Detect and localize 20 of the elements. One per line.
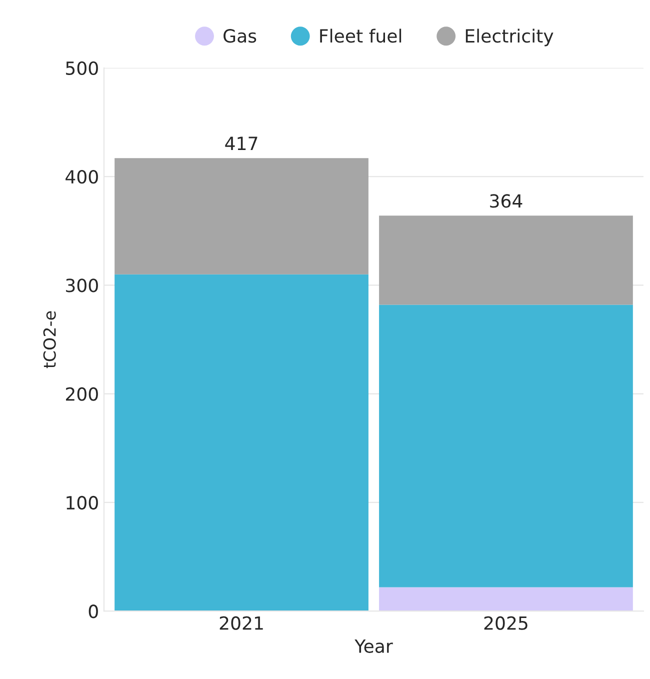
y-tick-label: 0	[88, 604, 98, 618]
bar	[379, 587, 633, 612]
x-tick-label: 2025	[484, 616, 528, 630]
x-tick-label: 2021	[220, 616, 263, 630]
legend-label: Electricity	[466, 28, 554, 46]
bar	[379, 304, 633, 588]
y-tick-label: 400	[66, 170, 98, 184]
total-label: 364	[490, 194, 522, 208]
bar	[114, 158, 368, 274]
y-tick-label: 200	[66, 387, 98, 401]
legend-label: Gas	[224, 29, 256, 43]
bar	[114, 274, 368, 612]
y-tick-label: 300	[66, 278, 98, 292]
x-axis-title: Year	[354, 640, 393, 653]
y-axis-title: tCO2-e	[43, 311, 56, 368]
legend-label: Fleet fuel	[320, 28, 402, 43]
bar	[379, 216, 633, 305]
y-tick-label: 500	[66, 61, 98, 76]
y-tick-label: 100	[66, 496, 98, 510]
total-label: 417	[225, 136, 258, 150]
